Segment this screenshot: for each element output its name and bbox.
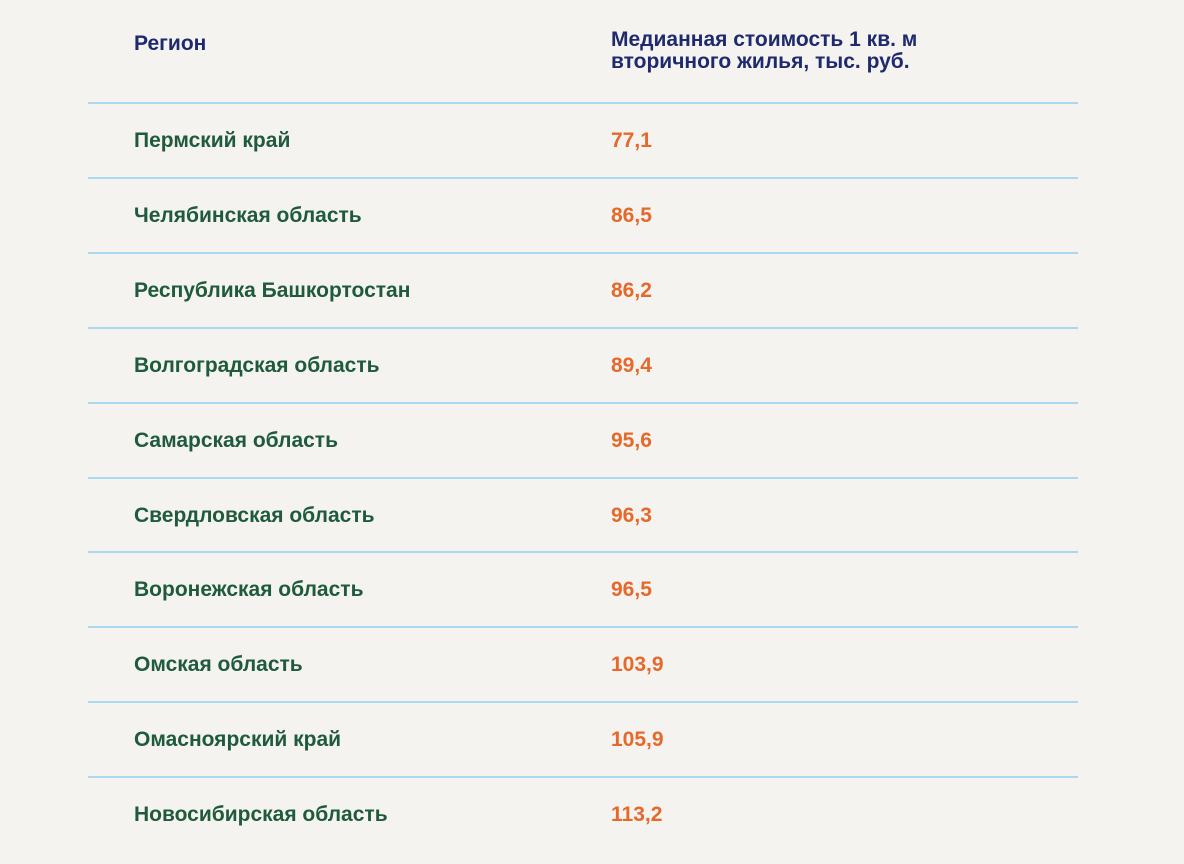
row-divider <box>88 776 1078 779</box>
region-cell: Свердловская область <box>134 503 375 527</box>
row-divider <box>88 626 1078 629</box>
header-region: Регион <box>134 32 207 55</box>
region-cell: Воронежская область <box>134 578 364 602</box>
region-cell: Челябинская область <box>134 203 362 227</box>
header-value: Медианная стоимость 1 кв. м вторичного ж… <box>611 28 918 73</box>
value-cell: 89,4 <box>611 353 652 377</box>
region-cell: Пермский край <box>134 129 291 152</box>
value-cell: 105,9 <box>611 728 664 752</box>
value-cell: 113,2 <box>611 803 663 827</box>
row-divider <box>88 251 1078 254</box>
value-cell: 95,6 <box>611 428 652 452</box>
row-divider <box>88 401 1078 404</box>
region-cell: Омская область <box>134 653 303 677</box>
region-cell: Республика Башкортостан <box>134 278 411 302</box>
region-cell: Омасноярский край <box>134 728 342 752</box>
row-divider <box>88 476 1078 479</box>
value-cell: 103,9 <box>611 653 664 677</box>
row-divider <box>88 102 1078 104</box>
row-divider <box>88 326 1078 329</box>
row-divider <box>88 176 1078 179</box>
value-cell: 86,5 <box>611 203 652 227</box>
row-divider <box>88 551 1078 554</box>
value-cell: 96,5 <box>611 578 652 602</box>
region-cell: Волгоградская область <box>134 353 380 377</box>
value-cell: 86,2 <box>611 278 652 302</box>
region-cell: Самарская область <box>134 428 338 452</box>
value-cell: 77,1 <box>611 129 652 152</box>
region-cell: Новосибирская область <box>134 803 388 827</box>
value-cell: 96,3 <box>611 503 652 527</box>
row-divider <box>88 701 1078 704</box>
